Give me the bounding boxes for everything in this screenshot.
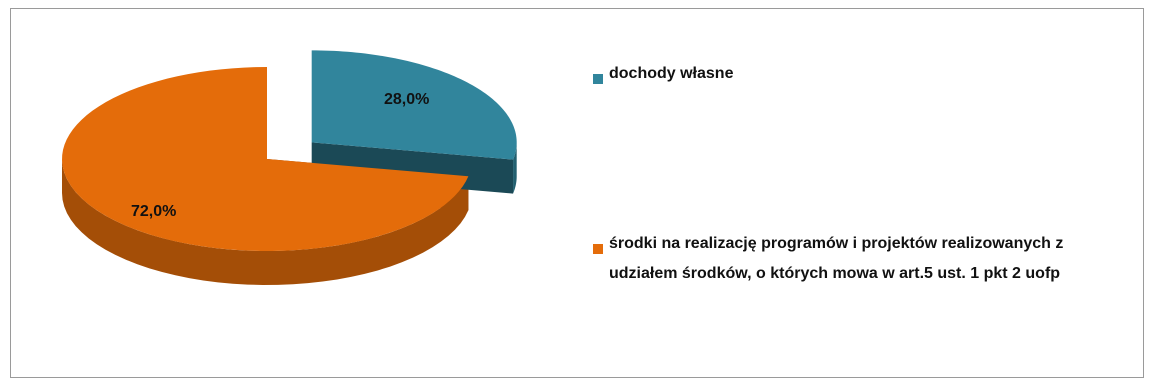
- chart-area: 28,0% 72,0% dochody własne środki na real…: [10, 8, 1144, 378]
- pie-slice-1-top: [62, 67, 469, 251]
- legend-swatch-srodki: [593, 244, 603, 254]
- legend-label-dochody-wlasne: dochody własne: [609, 65, 734, 82]
- data-label-1: 72,0%: [131, 203, 176, 220]
- legend-item-srodki: środki na realizację programów i projekt…: [593, 235, 1129, 289]
- pie-slice-0-top: [311, 50, 517, 160]
- pie-chart: 28,0% 72,0%: [62, 50, 517, 285]
- pie-slice-0-outer-wall: [513, 142, 517, 194]
- data-label-0: 28,0%: [384, 91, 429, 108]
- legend-item-dochody-wlasne: dochody własne: [593, 65, 1129, 89]
- legend-swatch-dochody-wlasne: [593, 74, 603, 84]
- legend-label-srodki: środki na realizację programów i projekt…: [609, 235, 1064, 282]
- pie-slice-1-outer-wall: [62, 159, 469, 285]
